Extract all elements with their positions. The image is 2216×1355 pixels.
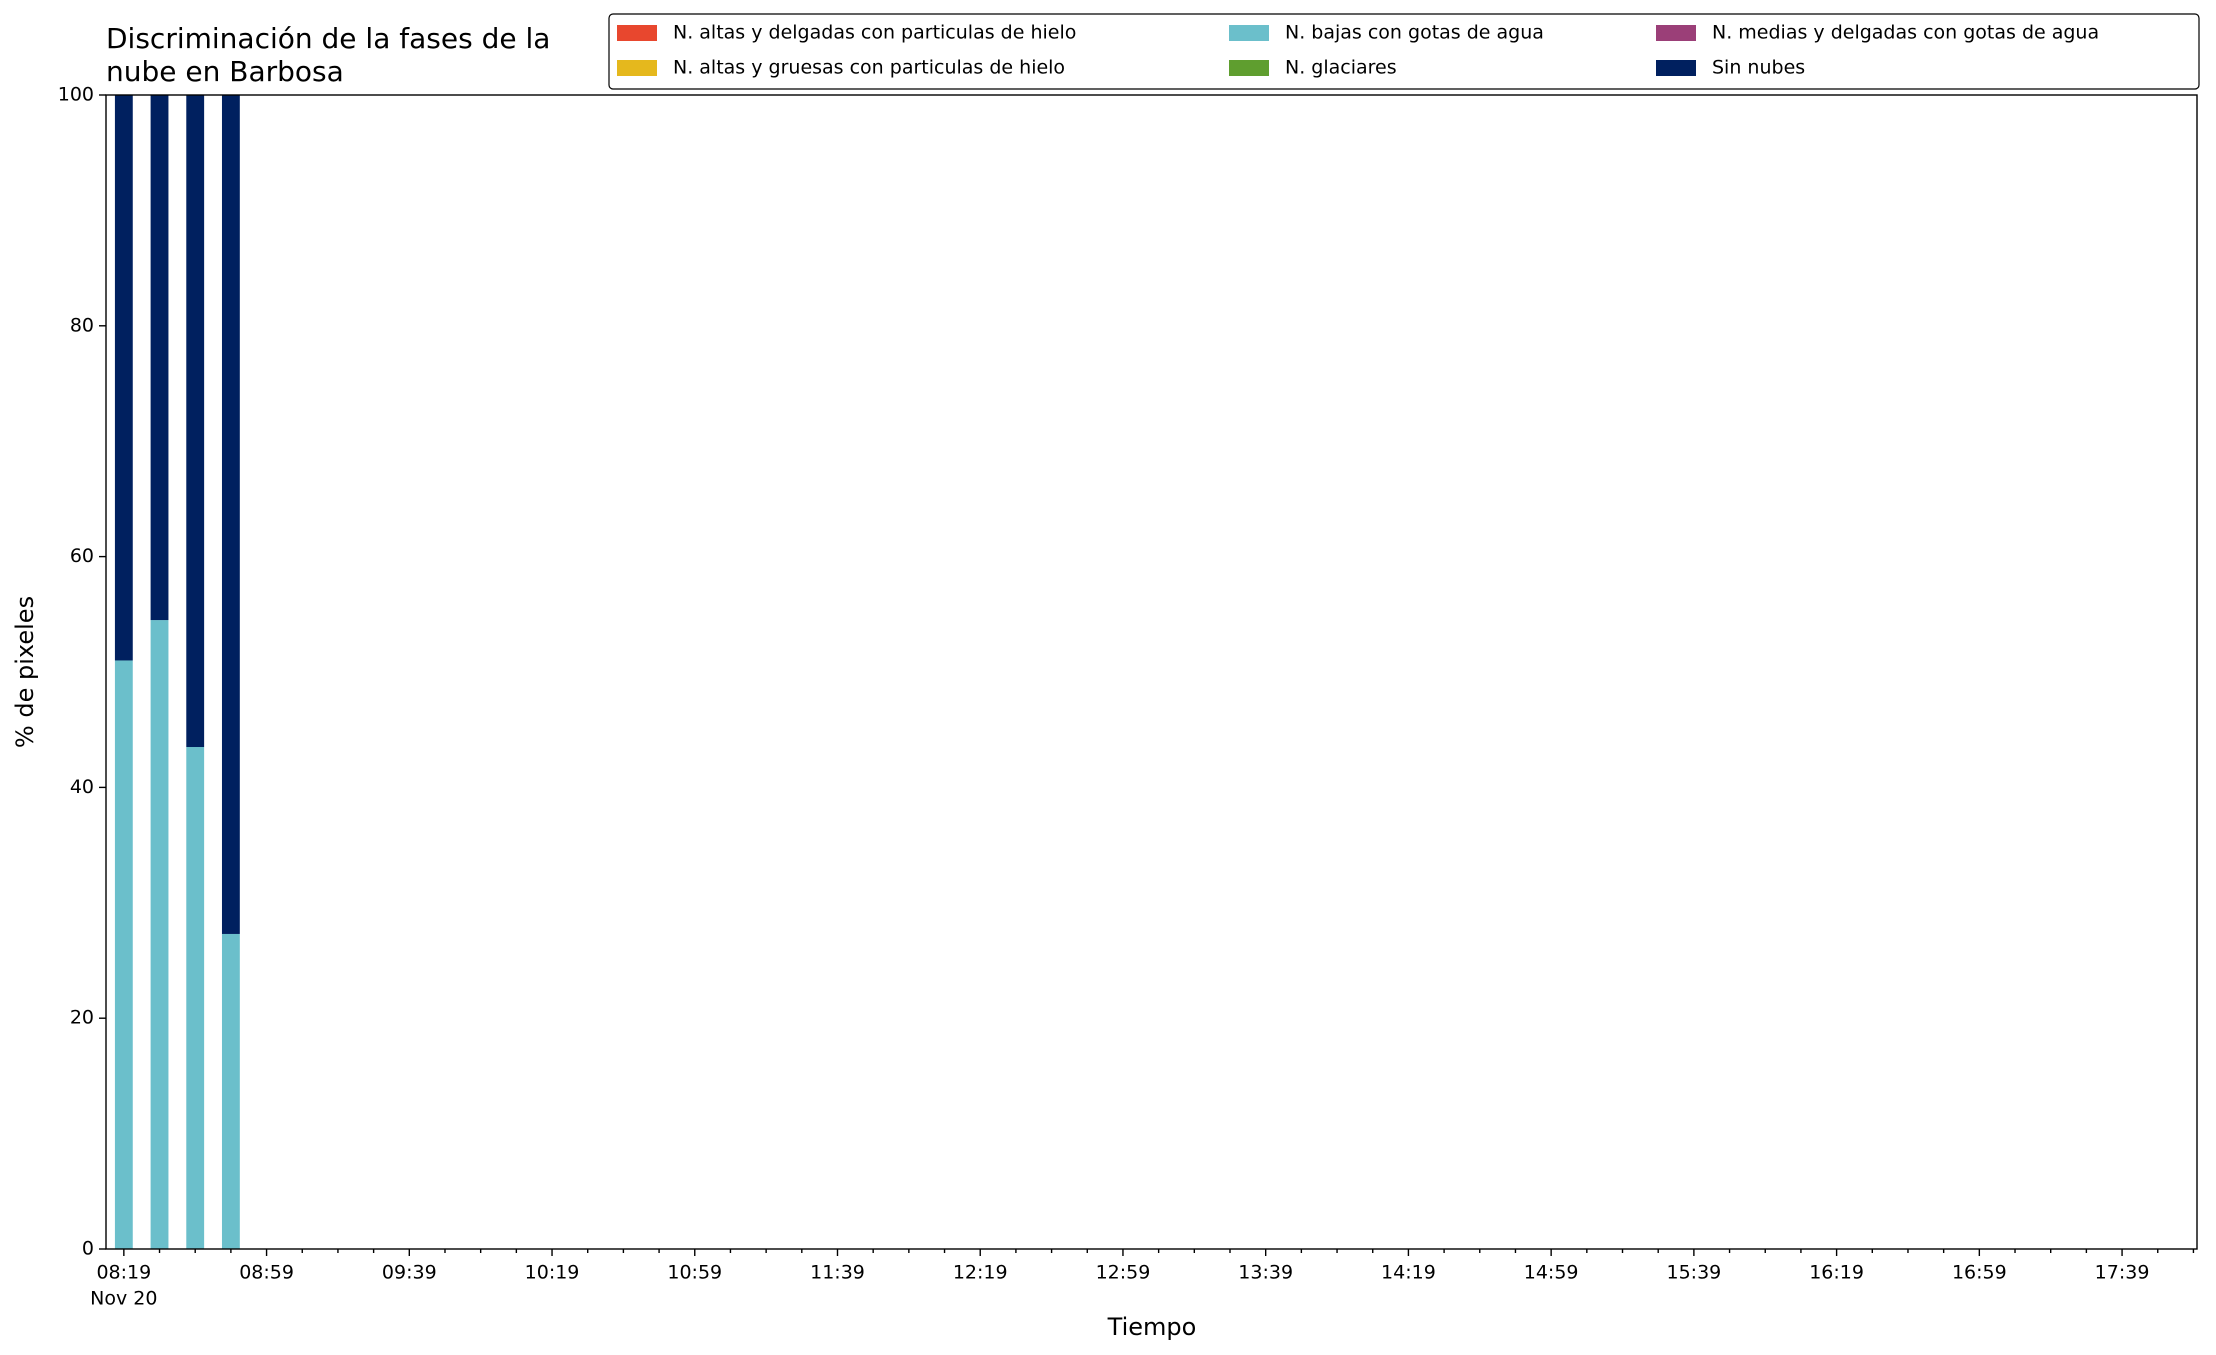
- bar-segment: [186, 95, 205, 748]
- legend-label: N. altas y delgadas con particulas de hi…: [673, 22, 1076, 44]
- legend-label: N. altas y gruesas con particulas de hie…: [673, 57, 1065, 79]
- bar-segment: [114, 660, 133, 1249]
- x-tick-label: 14:59: [1524, 1262, 1579, 1284]
- legend-label: N. medias y delgadas con gotas de agua: [1712, 22, 2099, 44]
- legend-label: N. bajas con gotas de agua: [1285, 22, 1544, 44]
- bar-segment: [221, 95, 240, 934]
- bar-segment: [186, 747, 205, 1249]
- legend-swatch: [1656, 25, 1696, 41]
- bar-segment: [114, 95, 133, 661]
- x-tick-label: 14:19: [1381, 1262, 1436, 1284]
- x-tick-label: 11:39: [810, 1262, 865, 1284]
- y-tick-label: 20: [70, 1007, 94, 1029]
- x-tick-label: 17:39: [2095, 1262, 2150, 1284]
- legend-box: [608, 13, 2200, 90]
- y-tick-label: 80: [70, 314, 94, 336]
- legend-swatch: [1229, 60, 1269, 76]
- bar-segment: [221, 933, 240, 1249]
- x-tick-sublabel: Nov 20: [90, 1288, 157, 1310]
- x-tick-label: 16:59: [1952, 1262, 2007, 1284]
- legend-swatch: [617, 60, 657, 76]
- chart-title: nube en Barbosa: [106, 55, 344, 88]
- chart-title: Discriminación de la fases de la: [106, 22, 550, 55]
- x-tick-label: 09:39: [382, 1262, 437, 1284]
- x-tick-label: 08:19: [96, 1262, 151, 1284]
- x-tick-label: 08:59: [239, 1262, 294, 1284]
- x-axis-label: Tiempo: [1107, 1313, 1197, 1341]
- legend-label: N. glaciares: [1285, 57, 1397, 79]
- x-tick-label: 10:19: [525, 1262, 580, 1284]
- y-tick-label: 0: [82, 1238, 94, 1260]
- legend-swatch: [617, 25, 657, 41]
- y-tick-label: 60: [70, 545, 94, 567]
- legend-label: Sin nubes: [1712, 57, 1805, 79]
- x-tick-label: 16:19: [1809, 1262, 1864, 1284]
- plot-frame: [105, 94, 2198, 1250]
- x-tick-label: 12:59: [1096, 1262, 1151, 1284]
- x-tick-label: 15:39: [1666, 1262, 1721, 1284]
- y-tick-label: 40: [70, 776, 94, 798]
- legend-swatch: [1229, 25, 1269, 41]
- bar-segment: [150, 620, 169, 1249]
- y-tick-label: 100: [58, 84, 94, 106]
- x-tick-label: 13:39: [1238, 1262, 1293, 1284]
- x-tick-label: 10:59: [667, 1262, 722, 1284]
- legend-swatch: [1656, 60, 1696, 76]
- bar-segment: [150, 95, 169, 621]
- y-axis-label: % de pixeles: [11, 596, 39, 748]
- x-tick-label: 12:19: [953, 1262, 1008, 1284]
